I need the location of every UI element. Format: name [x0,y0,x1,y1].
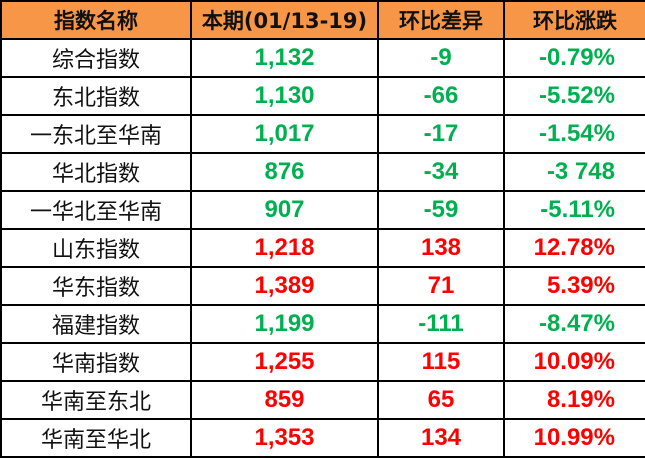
index-name-cell: 华北指数 [0,152,192,192]
pct-change-cell: -5.52% [503,76,645,116]
header-diff: 环比差异 [377,0,505,40]
current-value-cell: 859 [190,380,379,420]
current-value-cell: 907 [190,190,379,230]
diff-cell: -111 [377,304,505,344]
pct-change-cell: -0.79% [503,38,645,78]
diff-cell: 138 [377,228,505,268]
current-value-cell: 1,255 [190,342,379,382]
current-value-cell: 1,017 [190,114,379,154]
current-value-cell: 1,353 [190,418,379,458]
table-row: 福建指数 1,199 -111 -8.47% [0,304,645,344]
header-index-name: 指数名称 [0,0,192,40]
diff-cell: 71 [377,266,505,306]
index-name-cell: 山东指数 [0,228,192,268]
current-value-cell: 1,218 [190,228,379,268]
diff-cell: -9 [377,38,505,78]
table-row: 华南至华北 1,353 134 10.99% [0,418,645,458]
diff-cell: -66 [377,76,505,116]
header-pct-change: 环比涨跌 [503,0,645,40]
table-row: 东北指数 1,130 -66 -5.52% [0,76,645,116]
pct-change-cell: 12.78% [503,228,645,268]
header-current-period: 本期(01/13-19) [190,0,379,40]
index-name-cell: 一东北至华南 [0,114,192,154]
diff-cell: 134 [377,418,505,458]
pct-change-cell: -3 748 [503,152,645,192]
table-row: 综合指数 1,132 -9 -0.79% [0,38,645,78]
index-name-cell: 华东指数 [0,266,192,306]
table-row: 山东指数 1,218 138 12.78% [0,228,645,268]
pct-change-cell: -1.54% [503,114,645,154]
diff-cell: -17 [377,114,505,154]
current-value-cell: 876 [190,152,379,192]
index-name-cell: 福建指数 [0,304,192,344]
diff-cell: 65 [377,380,505,420]
index-name-cell: 华南指数 [0,342,192,382]
table-row: 华南至东北 859 65 8.19% [0,380,645,420]
header-row: 指数名称 本期(01/13-19) 环比差异 环比涨跌 [0,0,645,40]
index-name-cell: 一华北至华南 [0,190,192,230]
index-name-cell: 东北指数 [0,76,192,116]
pct-change-cell: 5.39% [503,266,645,306]
index-name-cell: 华南至东北 [0,380,192,420]
table-row: 华南指数 1,255 115 10.09% [0,342,645,382]
table-row: 华北指数 876 -34 -3 748 [0,152,645,192]
diff-cell: 115 [377,342,505,382]
index-name-cell: 华南至华北 [0,418,192,458]
table-row: 一华北至华南 907 -59 -5.11% [0,190,645,230]
pct-change-cell: 8.19% [503,380,645,420]
table-row: 华东指数 1,389 71 5.39% [0,266,645,306]
pct-change-cell: -5.11% [503,190,645,230]
pct-change-cell: 10.99% [503,418,645,458]
current-value-cell: 1,389 [190,266,379,306]
pct-change-cell: 10.09% [503,342,645,382]
index-name-cell: 综合指数 [0,38,192,78]
pct-change-cell: -8.47% [503,304,645,344]
diff-cell: -59 [377,190,505,230]
diff-cell: -34 [377,152,505,192]
current-value-cell: 1,199 [190,304,379,344]
current-value-cell: 1,132 [190,38,379,78]
table-row: 一东北至华南 1,017 -17 -1.54% [0,114,645,154]
current-value-cell: 1,130 [190,76,379,116]
